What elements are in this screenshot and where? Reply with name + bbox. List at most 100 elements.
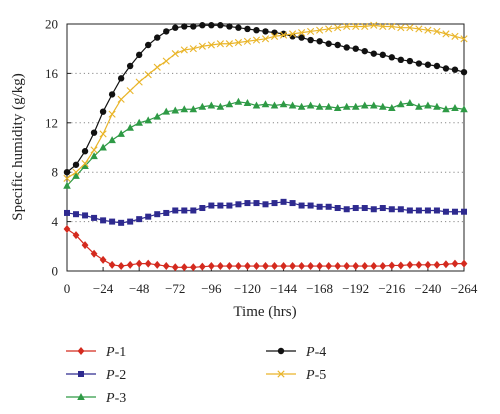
series-p3-point — [297, 102, 306, 110]
series-p3-point — [369, 101, 378, 109]
series-p4-point — [235, 24, 242, 31]
series-p1-point — [298, 262, 305, 271]
series-p2-point — [262, 201, 269, 208]
series-p5-point — [99, 130, 107, 138]
series-p5-point-stroke — [153, 63, 161, 71]
series-p4-point — [135, 51, 143, 59]
series-p5-point — [433, 27, 441, 35]
series-p2-point — [208, 202, 215, 209]
x-tick-label: −72 — [165, 281, 185, 296]
series-p1-point — [72, 231, 80, 240]
series-p3-point — [288, 101, 297, 109]
y-tick-label: 20 — [45, 17, 58, 32]
series-p2-point — [199, 205, 206, 212]
series-p2-point — [163, 209, 170, 216]
series-p2-point — [145, 213, 152, 220]
series-p3-point — [351, 102, 360, 110]
x-tick-label: 0 — [64, 281, 71, 296]
legend-item-p5: P-5 — [266, 368, 326, 383]
x-tick-label: −168 — [306, 281, 333, 296]
series-p3-point — [397, 100, 405, 108]
series-p3-point — [126, 123, 134, 131]
series-p2-point — [235, 201, 242, 208]
series-p5-point — [171, 50, 179, 58]
series-p1-point — [108, 260, 116, 269]
series-p5-point — [370, 21, 378, 29]
series-p2-point — [461, 208, 467, 215]
series-p5-point-stroke — [135, 78, 143, 86]
series-p4-point — [226, 23, 233, 30]
series-p3-point — [360, 101, 369, 109]
series-p2-point — [91, 214, 98, 221]
series-p5-point-stroke — [316, 26, 324, 34]
series-p5-point — [117, 95, 125, 103]
series-p3-point — [108, 136, 116, 144]
series-p2-point — [415, 207, 422, 214]
series-p2-point — [64, 209, 70, 216]
series-p2-point — [136, 216, 143, 223]
series-p4-point — [117, 75, 125, 82]
series-p5-point-stroke — [388, 22, 396, 31]
series-p1-point — [135, 259, 143, 268]
series-p5-point — [252, 36, 261, 44]
series-p4-point — [190, 23, 197, 30]
series-p3-point — [99, 143, 107, 151]
legend-item-p2: P-2 — [66, 368, 126, 383]
series-p5-point-stroke — [72, 168, 80, 176]
series-p5-point-stroke — [379, 22, 387, 31]
series-p5-point — [406, 24, 414, 32]
series-p2-point — [253, 200, 260, 207]
legend-item-p2-label: P-2 — [105, 368, 126, 383]
series-p5-point — [72, 168, 80, 176]
series-layer — [63, 21, 468, 272]
series-p5-point-stroke — [198, 42, 206, 50]
series-p5-point — [307, 27, 315, 35]
series-p5-point-stroke — [352, 22, 360, 31]
series-p5-point — [216, 40, 224, 48]
series-p5-point — [361, 22, 369, 31]
x-tick-label: −48 — [129, 281, 149, 296]
series-p4-point — [181, 23, 188, 30]
series-p2-point — [127, 218, 134, 225]
series-p3-line — [66, 101, 465, 187]
series-p1-point — [207, 262, 215, 271]
series-p3-point — [451, 103, 459, 111]
series-p1-point — [198, 262, 206, 271]
series-p3-point — [406, 99, 414, 107]
series-p1 — [63, 225, 468, 272]
series-p2-point — [289, 200, 296, 207]
series-p2-point — [451, 208, 458, 215]
series-p1-point — [406, 260, 414, 269]
series-p4-point — [99, 108, 107, 115]
series-p1-point — [99, 255, 107, 264]
series-p2-point — [325, 203, 332, 210]
series-p5-point — [352, 22, 360, 31]
series-p4-point — [433, 62, 441, 70]
series-p2 — [64, 198, 467, 226]
legend-item-p4-label: P-4 — [305, 345, 326, 360]
series-p4-point — [244, 25, 251, 33]
series-p5-point — [279, 31, 288, 39]
x-axis-label: Time (hrs) — [233, 304, 296, 320]
x-tick-label: −240 — [414, 281, 441, 296]
series-p2-point — [190, 207, 197, 214]
series-p3-point — [225, 100, 234, 108]
series-p1-point — [180, 263, 188, 272]
series-p1-point — [352, 262, 360, 271]
series-p1-point — [316, 262, 324, 271]
series-p5-point — [397, 24, 405, 32]
series-p5-point-stroke — [234, 38, 243, 47]
series-p2-point — [298, 202, 305, 209]
series-p5-point-stroke — [406, 24, 414, 32]
series-p1-point — [280, 262, 287, 271]
x-tick-label: −24 — [93, 281, 114, 296]
series-p1-point — [334, 262, 342, 271]
y-axis-label: Specific humidity (g/kg) — [10, 73, 26, 220]
series-p5-point — [90, 146, 98, 154]
series-p3 — [63, 97, 468, 189]
series-p5-point-stroke — [442, 30, 450, 38]
series-p2-point — [172, 207, 179, 214]
series-p3-point — [270, 101, 279, 109]
series-p4-point — [280, 30, 287, 38]
